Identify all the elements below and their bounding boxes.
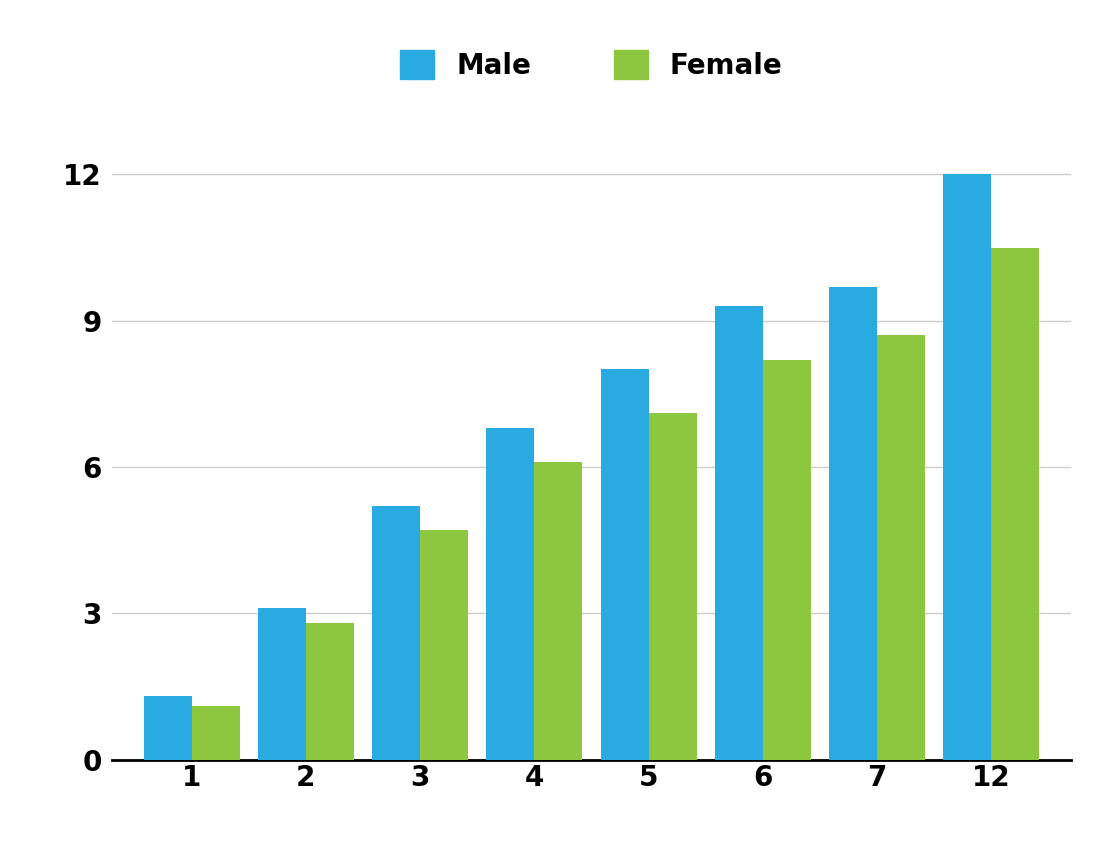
Bar bbox=[535, 463, 583, 760]
Bar bbox=[715, 306, 763, 760]
Bar bbox=[306, 623, 354, 760]
Bar bbox=[648, 414, 696, 760]
Bar bbox=[420, 530, 468, 760]
Bar bbox=[877, 335, 925, 760]
Bar bbox=[192, 706, 240, 760]
Bar bbox=[600, 370, 648, 760]
Bar bbox=[943, 175, 991, 760]
Bar bbox=[258, 609, 306, 760]
Legend: Male, Female: Male, Female bbox=[386, 36, 797, 94]
Bar bbox=[829, 287, 877, 760]
Bar bbox=[991, 247, 1039, 760]
Bar bbox=[372, 506, 420, 760]
Bar bbox=[144, 696, 192, 760]
Bar bbox=[763, 360, 811, 760]
Bar bbox=[487, 428, 535, 760]
